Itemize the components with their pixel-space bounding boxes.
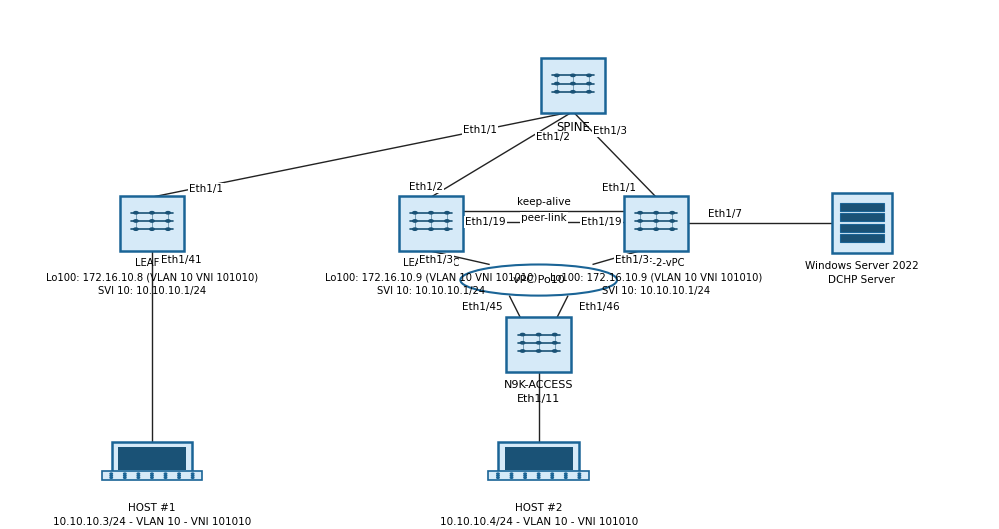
Circle shape xyxy=(137,477,140,478)
Circle shape xyxy=(151,475,153,476)
FancyBboxPatch shape xyxy=(840,234,884,242)
Text: HOST #1
10.10.10.3/24 - VLAN 10 - VNI 101010
MAC Address: 00-50-56-A5-FD-DD: HOST #1 10.10.10.3/24 - VLAN 10 - VNI 10… xyxy=(53,503,251,529)
Circle shape xyxy=(445,228,450,230)
FancyBboxPatch shape xyxy=(112,442,193,473)
Circle shape xyxy=(445,212,450,214)
Circle shape xyxy=(178,473,181,475)
Circle shape xyxy=(166,212,170,214)
Circle shape xyxy=(445,220,450,222)
FancyBboxPatch shape xyxy=(499,442,579,473)
Circle shape xyxy=(413,228,418,230)
Circle shape xyxy=(554,83,559,85)
FancyBboxPatch shape xyxy=(120,196,184,251)
FancyBboxPatch shape xyxy=(623,196,688,251)
Circle shape xyxy=(578,473,580,475)
Circle shape xyxy=(497,477,500,478)
Circle shape xyxy=(586,83,591,85)
Circle shape xyxy=(523,477,526,478)
Circle shape xyxy=(110,475,113,476)
Text: peer-link: peer-link xyxy=(520,213,566,223)
FancyBboxPatch shape xyxy=(399,196,464,251)
Circle shape xyxy=(429,228,434,230)
Text: Eth1/1: Eth1/1 xyxy=(463,125,497,135)
Circle shape xyxy=(413,220,418,222)
Circle shape xyxy=(124,477,126,478)
FancyBboxPatch shape xyxy=(102,471,203,480)
Circle shape xyxy=(554,74,559,77)
Circle shape xyxy=(150,220,154,222)
Text: LEAF-2-vPC
Lo100: 172.16.10.9 (VLAN 10 VNI 101010)
SVI 10: 10.10.10.1/24: LEAF-2-vPC Lo100: 172.16.10.9 (VLAN 10 V… xyxy=(550,258,762,296)
Circle shape xyxy=(151,477,153,478)
FancyBboxPatch shape xyxy=(840,224,884,232)
Circle shape xyxy=(564,473,567,475)
Text: Eth1/3: Eth1/3 xyxy=(593,126,627,136)
Text: vPC Po10: vPC Po10 xyxy=(512,275,564,285)
Circle shape xyxy=(536,333,540,336)
Text: HOST #2
10.10.10.4/24 - VLAN 10 - VNI 101010
MAC Address: 00-50-56-A5-59-ED: HOST #2 10.10.10.4/24 - VLAN 10 - VNI 10… xyxy=(440,503,637,529)
Circle shape xyxy=(654,228,658,230)
Text: Windows Server 2022
DCHP Server: Windows Server 2022 DCHP Server xyxy=(805,261,919,285)
Circle shape xyxy=(124,473,126,475)
Circle shape xyxy=(586,74,591,77)
Circle shape xyxy=(497,473,500,475)
Circle shape xyxy=(523,473,526,475)
Circle shape xyxy=(552,342,557,344)
FancyBboxPatch shape xyxy=(489,471,589,480)
Circle shape xyxy=(110,473,113,475)
Circle shape xyxy=(178,477,181,478)
Circle shape xyxy=(537,473,539,475)
Circle shape xyxy=(110,477,113,478)
Circle shape xyxy=(164,475,167,476)
Circle shape xyxy=(637,220,642,222)
Text: Eth1/46: Eth1/46 xyxy=(579,302,619,312)
Circle shape xyxy=(497,475,500,476)
Circle shape xyxy=(654,212,658,214)
FancyBboxPatch shape xyxy=(118,447,186,470)
Text: Eth1/1: Eth1/1 xyxy=(602,183,636,193)
Text: SPINE: SPINE xyxy=(556,121,589,134)
Text: Eth1/2: Eth1/2 xyxy=(409,182,444,191)
Circle shape xyxy=(670,228,674,230)
FancyBboxPatch shape xyxy=(840,213,884,221)
Circle shape xyxy=(551,473,553,475)
Circle shape xyxy=(564,475,567,476)
Circle shape xyxy=(134,220,138,222)
Circle shape xyxy=(551,477,553,478)
Circle shape xyxy=(124,475,126,476)
Circle shape xyxy=(570,90,575,93)
Circle shape xyxy=(570,74,575,77)
FancyBboxPatch shape xyxy=(832,193,891,253)
Circle shape xyxy=(192,477,194,478)
Text: Eth1/3: Eth1/3 xyxy=(614,256,648,266)
Circle shape xyxy=(178,475,181,476)
Text: Eth1/3: Eth1/3 xyxy=(419,256,453,266)
FancyBboxPatch shape xyxy=(504,447,572,470)
Circle shape xyxy=(166,220,170,222)
Text: Eth1/1: Eth1/1 xyxy=(189,184,223,194)
Circle shape xyxy=(520,350,524,352)
Circle shape xyxy=(578,477,580,478)
Text: LEAF-1
Lo100: 172.16.10.8 (VLAN 10 VNI 101010)
SVI 10: 10.10.10.1/24: LEAF-1 Lo100: 172.16.10.8 (VLAN 10 VNI 1… xyxy=(46,258,258,296)
FancyBboxPatch shape xyxy=(506,317,571,372)
Text: Eth1/41: Eth1/41 xyxy=(161,256,202,266)
Text: LEAF-1-vPC
Lo100: 172.16.10.9 (VLAN 10 VNI 101010)
SVI 10: 10.10.10.1/24: LEAF-1-vPC Lo100: 172.16.10.9 (VLAN 10 V… xyxy=(325,258,537,296)
Circle shape xyxy=(429,212,434,214)
Circle shape xyxy=(564,477,567,478)
Text: Eth1/19: Eth1/19 xyxy=(581,217,621,227)
Circle shape xyxy=(520,333,524,336)
Circle shape xyxy=(413,212,418,214)
Circle shape xyxy=(670,212,674,214)
FancyBboxPatch shape xyxy=(840,203,884,211)
Circle shape xyxy=(552,350,557,352)
FancyBboxPatch shape xyxy=(540,58,605,113)
Text: Eth1/19: Eth1/19 xyxy=(466,217,505,227)
Circle shape xyxy=(510,473,512,475)
Circle shape xyxy=(552,333,557,336)
Text: keep-alive: keep-alive xyxy=(516,197,570,207)
Circle shape xyxy=(536,350,540,352)
Circle shape xyxy=(137,475,140,476)
Circle shape xyxy=(192,473,194,475)
Circle shape xyxy=(570,83,575,85)
Circle shape xyxy=(429,220,434,222)
Circle shape xyxy=(134,228,138,230)
